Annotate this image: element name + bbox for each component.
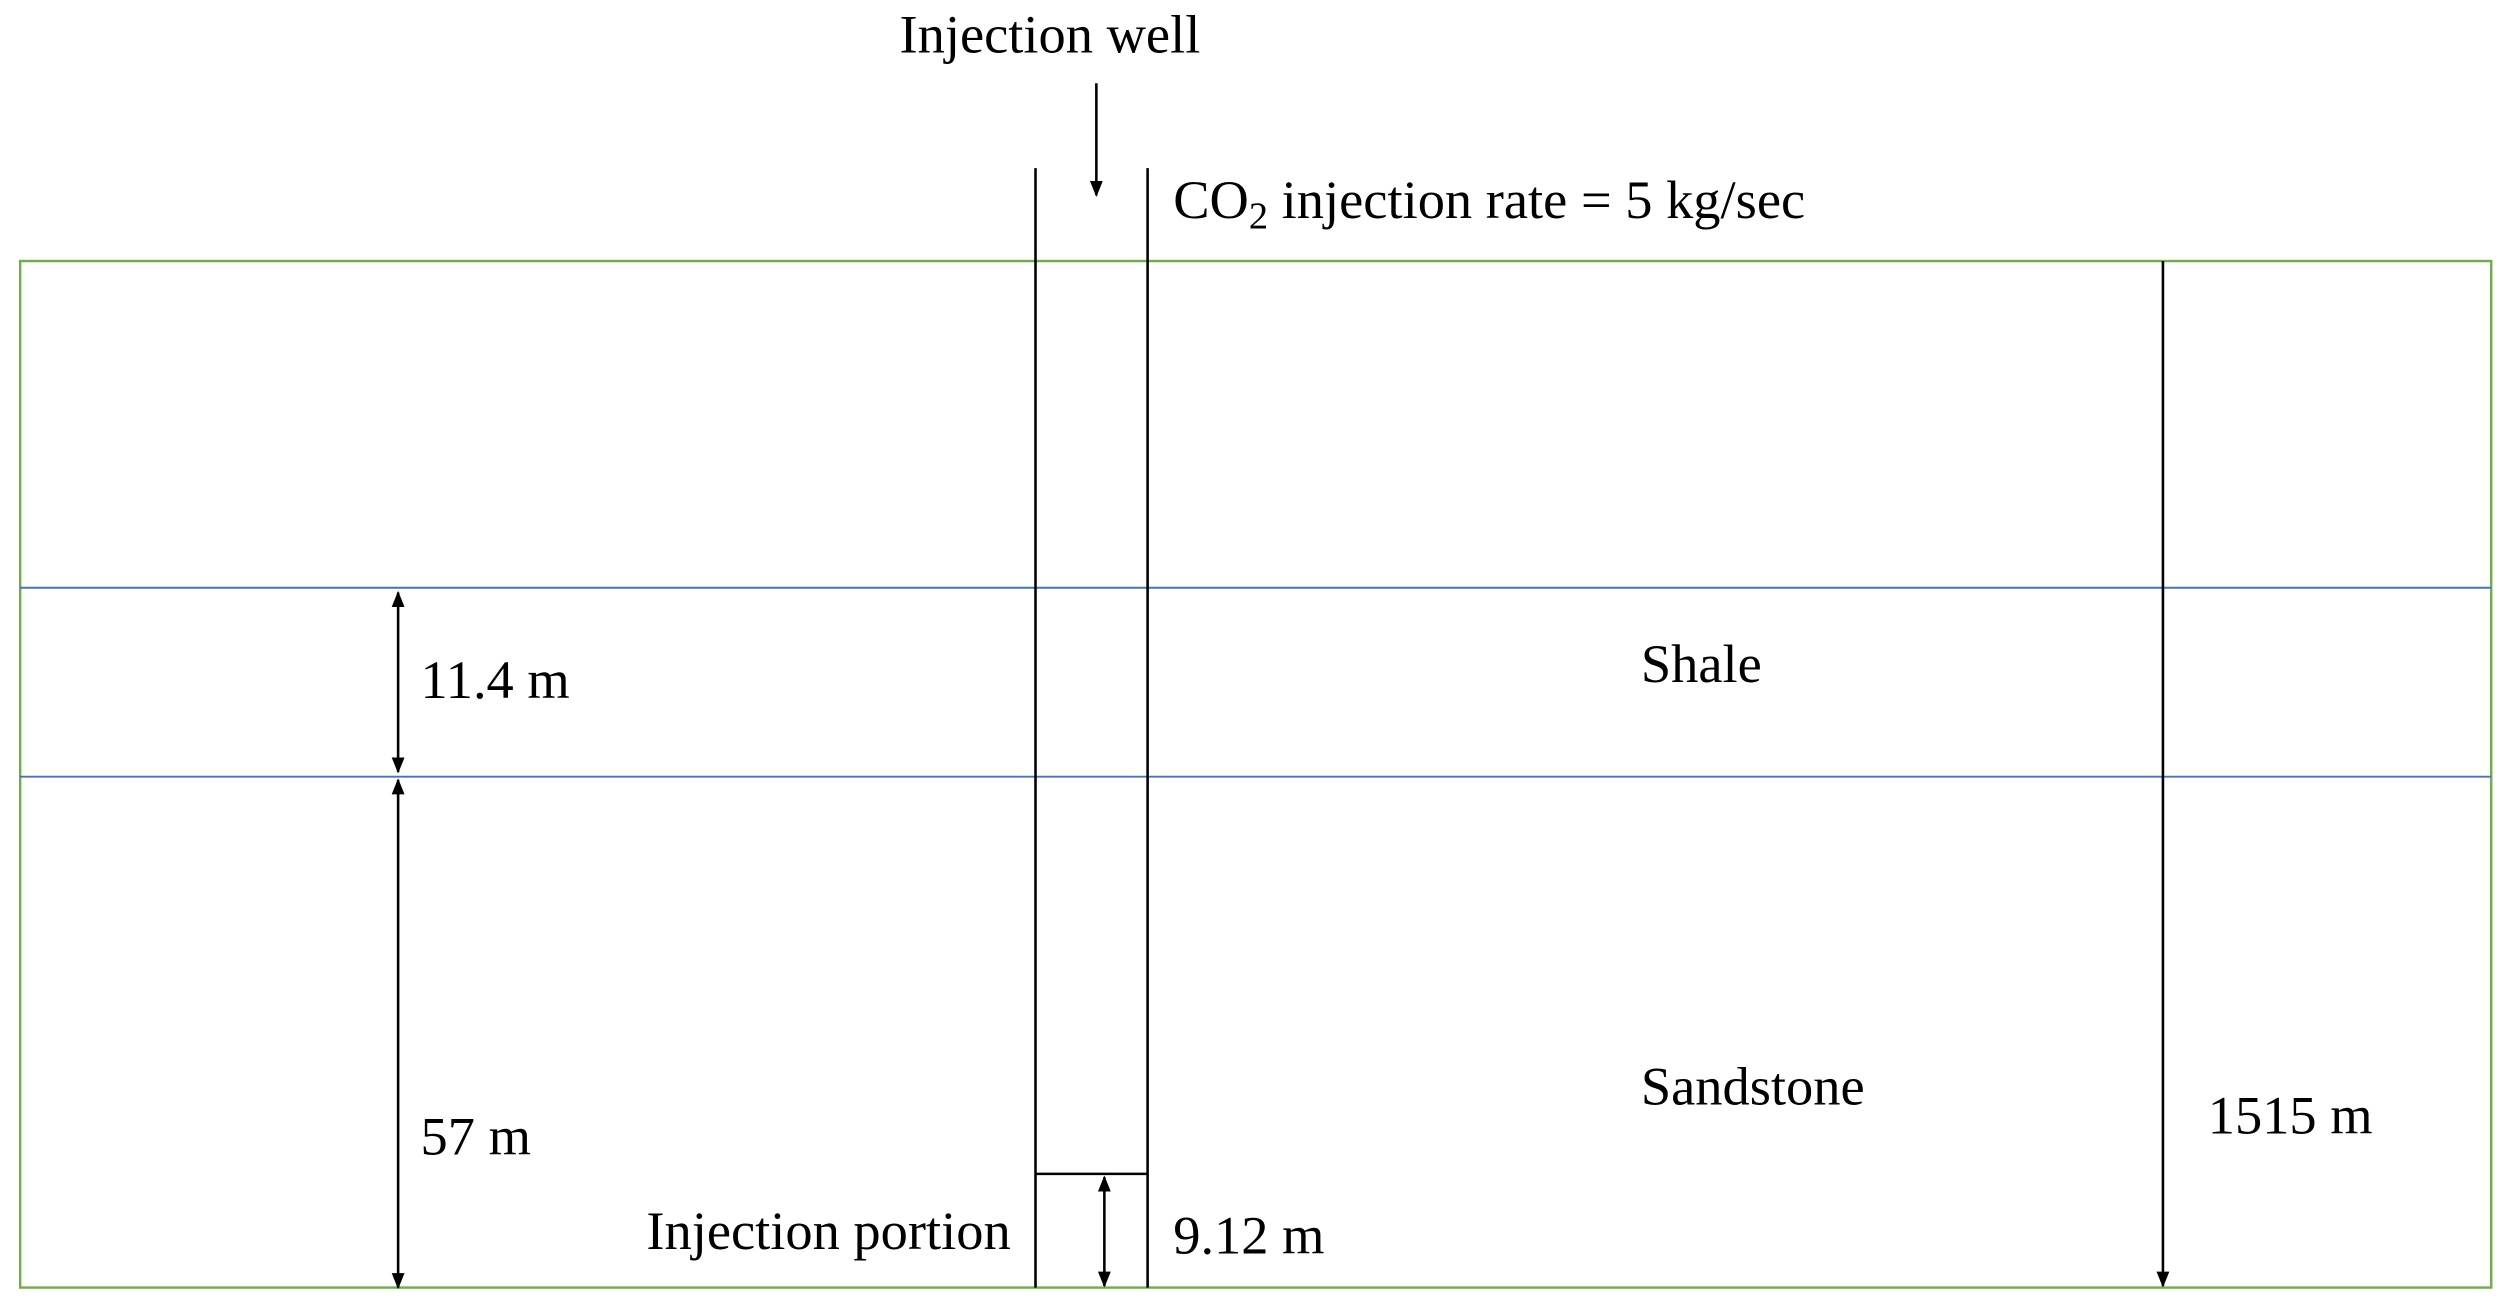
layer-label: Shale — [1641, 633, 1762, 694]
rate-text: injection rate = 5 kg/sec — [1268, 168, 1805, 229]
rate-prefix: CO — [1173, 168, 1249, 229]
layer-label: Sandstone — [1641, 1056, 1865, 1117]
dimension-label: 1515 m — [2208, 1085, 2373, 1146]
injection-rate: CO2 injection rate = 5 kg/sec — [1173, 168, 1805, 237]
well-label: Injection well — [900, 4, 1201, 65]
model-domain — [18, 259, 2493, 1289]
dimension-label: 9.12 m — [1173, 1205, 1324, 1266]
dimension-label: 11.4 m — [421, 649, 570, 710]
injection-portion-label: Injection portion — [646, 1200, 1010, 1261]
rate-subscript: 2 — [1249, 195, 1268, 237]
dimension-label: 57 m — [421, 1105, 531, 1166]
